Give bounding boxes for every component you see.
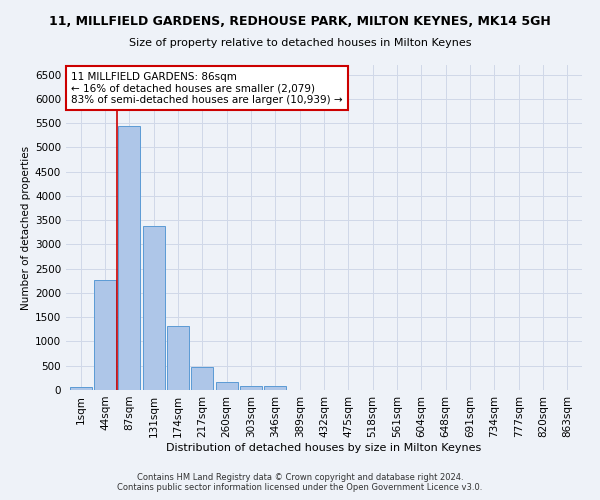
Text: Size of property relative to detached houses in Milton Keynes: Size of property relative to detached ho… — [129, 38, 471, 48]
Text: 11 MILLFIELD GARDENS: 86sqm
← 16% of detached houses are smaller (2,079)
83% of : 11 MILLFIELD GARDENS: 86sqm ← 16% of det… — [71, 72, 343, 104]
Bar — [118, 126, 140, 390]
Bar — [265, 386, 286, 390]
Bar — [143, 226, 164, 390]
Text: Contains HM Land Registry data © Crown copyright and database right 2024.
Contai: Contains HM Land Registry data © Crown c… — [118, 473, 482, 492]
Bar — [167, 326, 189, 390]
Bar — [191, 366, 213, 390]
Y-axis label: Number of detached properties: Number of detached properties — [21, 146, 31, 310]
Text: 11, MILLFIELD GARDENS, REDHOUSE PARK, MILTON KEYNES, MK14 5GH: 11, MILLFIELD GARDENS, REDHOUSE PARK, MI… — [49, 15, 551, 28]
X-axis label: Distribution of detached houses by size in Milton Keynes: Distribution of detached houses by size … — [166, 442, 482, 452]
Bar — [94, 280, 116, 390]
Bar — [215, 382, 238, 390]
Bar — [240, 386, 262, 390]
Bar — [70, 386, 92, 390]
